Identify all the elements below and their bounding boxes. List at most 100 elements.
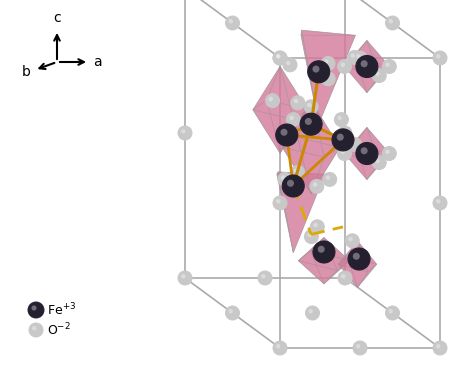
- Circle shape: [308, 61, 330, 83]
- Circle shape: [436, 199, 440, 204]
- Circle shape: [290, 116, 294, 120]
- Circle shape: [340, 149, 345, 154]
- Circle shape: [273, 51, 287, 65]
- Circle shape: [385, 16, 400, 30]
- Circle shape: [375, 71, 380, 76]
- Polygon shape: [357, 241, 377, 272]
- Polygon shape: [310, 251, 349, 284]
- Polygon shape: [355, 57, 389, 93]
- Circle shape: [338, 126, 352, 140]
- Polygon shape: [277, 172, 293, 253]
- Circle shape: [283, 58, 297, 72]
- Circle shape: [353, 341, 367, 355]
- Circle shape: [310, 179, 324, 193]
- Circle shape: [291, 96, 305, 110]
- Polygon shape: [367, 154, 389, 180]
- Circle shape: [265, 94, 280, 108]
- Circle shape: [337, 116, 342, 120]
- Circle shape: [29, 323, 43, 337]
- Polygon shape: [345, 66, 379, 93]
- Polygon shape: [345, 144, 367, 180]
- Polygon shape: [253, 110, 293, 153]
- Circle shape: [385, 306, 400, 320]
- Circle shape: [178, 271, 192, 285]
- Circle shape: [341, 129, 346, 133]
- Polygon shape: [310, 238, 349, 261]
- Circle shape: [228, 19, 233, 24]
- Circle shape: [326, 176, 330, 180]
- Circle shape: [389, 309, 393, 314]
- Circle shape: [178, 126, 192, 140]
- Polygon shape: [338, 241, 357, 264]
- Circle shape: [181, 129, 185, 133]
- Text: a: a: [93, 55, 101, 69]
- Circle shape: [338, 271, 352, 285]
- Circle shape: [383, 147, 396, 160]
- Polygon shape: [345, 40, 367, 66]
- Circle shape: [273, 196, 287, 210]
- Circle shape: [281, 129, 288, 136]
- Text: c: c: [53, 11, 61, 25]
- Polygon shape: [345, 127, 367, 154]
- Circle shape: [276, 124, 298, 146]
- Polygon shape: [338, 256, 357, 287]
- Polygon shape: [298, 251, 324, 284]
- Polygon shape: [355, 127, 389, 154]
- Circle shape: [291, 165, 305, 179]
- Circle shape: [356, 55, 378, 78]
- Polygon shape: [347, 256, 377, 287]
- Circle shape: [31, 306, 36, 310]
- Polygon shape: [298, 238, 337, 271]
- Polygon shape: [311, 147, 340, 194]
- Circle shape: [32, 326, 36, 331]
- Polygon shape: [283, 138, 311, 194]
- Polygon shape: [367, 127, 389, 163]
- Circle shape: [337, 134, 344, 141]
- Polygon shape: [277, 174, 325, 253]
- Polygon shape: [301, 30, 356, 35]
- Circle shape: [28, 302, 44, 318]
- Circle shape: [294, 99, 298, 103]
- Circle shape: [353, 51, 367, 65]
- Circle shape: [385, 149, 390, 154]
- Circle shape: [351, 141, 355, 145]
- Circle shape: [321, 72, 335, 86]
- Polygon shape: [278, 172, 325, 253]
- Circle shape: [324, 75, 328, 79]
- Circle shape: [276, 344, 281, 348]
- Circle shape: [337, 147, 352, 160]
- Polygon shape: [345, 127, 379, 163]
- Circle shape: [385, 62, 390, 67]
- Polygon shape: [280, 66, 307, 120]
- Text: O$^{-2}$: O$^{-2}$: [47, 322, 71, 338]
- Polygon shape: [311, 101, 340, 157]
- Circle shape: [309, 309, 313, 314]
- Circle shape: [334, 112, 348, 127]
- Circle shape: [313, 241, 335, 263]
- Circle shape: [341, 274, 346, 279]
- Polygon shape: [253, 66, 293, 120]
- Polygon shape: [253, 66, 280, 110]
- Circle shape: [323, 173, 337, 187]
- Circle shape: [433, 196, 447, 210]
- Circle shape: [228, 309, 233, 314]
- Polygon shape: [301, 30, 356, 124]
- Circle shape: [348, 237, 353, 241]
- Circle shape: [286, 61, 291, 65]
- Circle shape: [318, 246, 325, 253]
- Circle shape: [348, 248, 370, 270]
- Circle shape: [356, 54, 361, 59]
- Polygon shape: [298, 261, 337, 284]
- Polygon shape: [298, 138, 340, 194]
- Circle shape: [383, 60, 396, 73]
- Circle shape: [308, 233, 312, 237]
- Circle shape: [347, 138, 362, 151]
- Circle shape: [300, 113, 322, 135]
- Text: b: b: [22, 65, 31, 79]
- Circle shape: [324, 59, 328, 64]
- Circle shape: [356, 344, 361, 348]
- Circle shape: [332, 129, 354, 151]
- Polygon shape: [267, 66, 307, 110]
- Circle shape: [286, 112, 301, 127]
- Circle shape: [321, 56, 335, 70]
